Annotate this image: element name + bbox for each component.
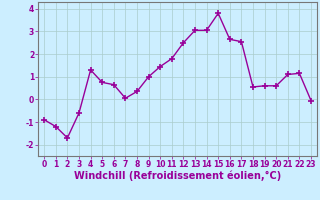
X-axis label: Windchill (Refroidissement éolien,°C): Windchill (Refroidissement éolien,°C) [74,171,281,181]
